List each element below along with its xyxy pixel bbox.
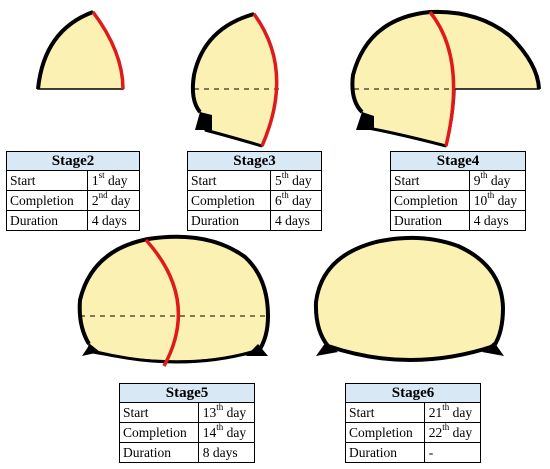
table-row: Start 1st day <box>6 170 141 191</box>
table-row: Start 13th day <box>119 402 256 423</box>
row-label: Completion <box>6 190 88 211</box>
row-label: Completion <box>345 422 425 443</box>
row-value: 14th day <box>197 422 256 443</box>
invert-corner <box>195 112 212 130</box>
row-label: Completion <box>187 190 271 211</box>
stage6-table: Stage6 Start 21th day Completion 22th da… <box>345 383 482 463</box>
tunnel-outline <box>190 12 255 114</box>
tunnel-section-stage3 <box>190 12 283 148</box>
table-row: Duration 4 days <box>390 210 527 231</box>
invert-line <box>367 126 447 148</box>
table-row: Completion 22th day <box>345 422 482 443</box>
row-value: 4 days <box>468 210 527 231</box>
row-value: 10th day <box>468 190 527 211</box>
table-row: Completion 10th day <box>390 190 527 211</box>
table-row: Completion 2nd day <box>6 190 141 211</box>
table-row: Completion 14th day <box>119 422 256 443</box>
table-row: Start 21th day <box>345 402 482 423</box>
stage-title: Stage2 <box>6 151 140 171</box>
table-row: Duration 4 days <box>187 210 323 231</box>
excavation-boundary <box>428 10 456 147</box>
excavated-section <box>313 235 506 362</box>
row-value: 1st day <box>86 170 141 191</box>
tunnel-outline <box>350 9 541 114</box>
tunnel-section-stage5 <box>77 234 271 367</box>
stage-title: Stage6 <box>345 383 481 403</box>
stage3-table: Stage3 Start 5th day Completion 6th day … <box>187 151 323 231</box>
invert-line <box>204 128 263 148</box>
row-label: Duration <box>390 210 470 231</box>
row-value: 22th day <box>423 422 482 443</box>
row-label: Duration <box>187 210 271 231</box>
table-row: Completion 6th day <box>187 190 323 211</box>
table-row: Duration - <box>345 442 482 463</box>
tunnel-section-stage4 <box>350 9 541 148</box>
tunnel-section-stage2 <box>36 10 125 90</box>
row-value: 4 days <box>269 210 323 231</box>
row-value: 6th day <box>269 190 323 211</box>
tunnel-section-stage6 <box>313 235 506 362</box>
table-row: Start 9th day <box>390 170 527 191</box>
row-label: Duration <box>345 442 425 463</box>
stage4-table: Stage4 Start 9th day Completion 10th day… <box>390 151 527 231</box>
row-label: Duration <box>6 210 88 231</box>
invert-line <box>95 350 253 364</box>
row-label: Start <box>119 402 199 423</box>
row-value: 21th day <box>423 402 482 423</box>
stage5-table: Stage5 Start 13th day Completion 14th da… <box>119 383 256 463</box>
table-row: Duration 4 days <box>6 210 141 231</box>
row-label: Start <box>6 170 88 191</box>
excavation-boundary <box>144 238 181 367</box>
stage-title: Stage5 <box>119 383 255 403</box>
invert-corner-left <box>82 344 100 356</box>
row-value: 9th day <box>468 170 527 191</box>
tunnel-outline <box>36 10 94 90</box>
excavation-boundary <box>252 12 279 147</box>
row-label: Duration <box>119 442 199 463</box>
tunnel-outline <box>77 234 271 354</box>
invert-corner <box>356 112 374 130</box>
row-label: Start <box>345 402 425 423</box>
table-row: Duration 8 days <box>119 442 256 463</box>
row-value: 5th day <box>269 170 323 191</box>
row-value: 4 days <box>86 210 141 231</box>
row-label: Completion <box>119 422 199 443</box>
invert-corner-right <box>482 342 504 356</box>
row-value: 2nd day <box>86 190 141 211</box>
stage-title: Stage4 <box>390 151 526 171</box>
table-row: Start 5th day <box>187 170 323 191</box>
stage2-table: Stage2 Start 1st day Completion 2nd day … <box>6 151 141 231</box>
row-value: 13th day <box>197 402 256 423</box>
invert-corner-left <box>316 342 338 356</box>
stage-title: Stage3 <box>187 151 322 171</box>
row-value: - <box>423 442 482 463</box>
row-label: Start <box>390 170 470 191</box>
row-value: 8 days <box>197 442 256 463</box>
row-label: Completion <box>390 190 470 211</box>
row-label: Start <box>187 170 271 191</box>
excavation-boundary <box>91 10 125 90</box>
